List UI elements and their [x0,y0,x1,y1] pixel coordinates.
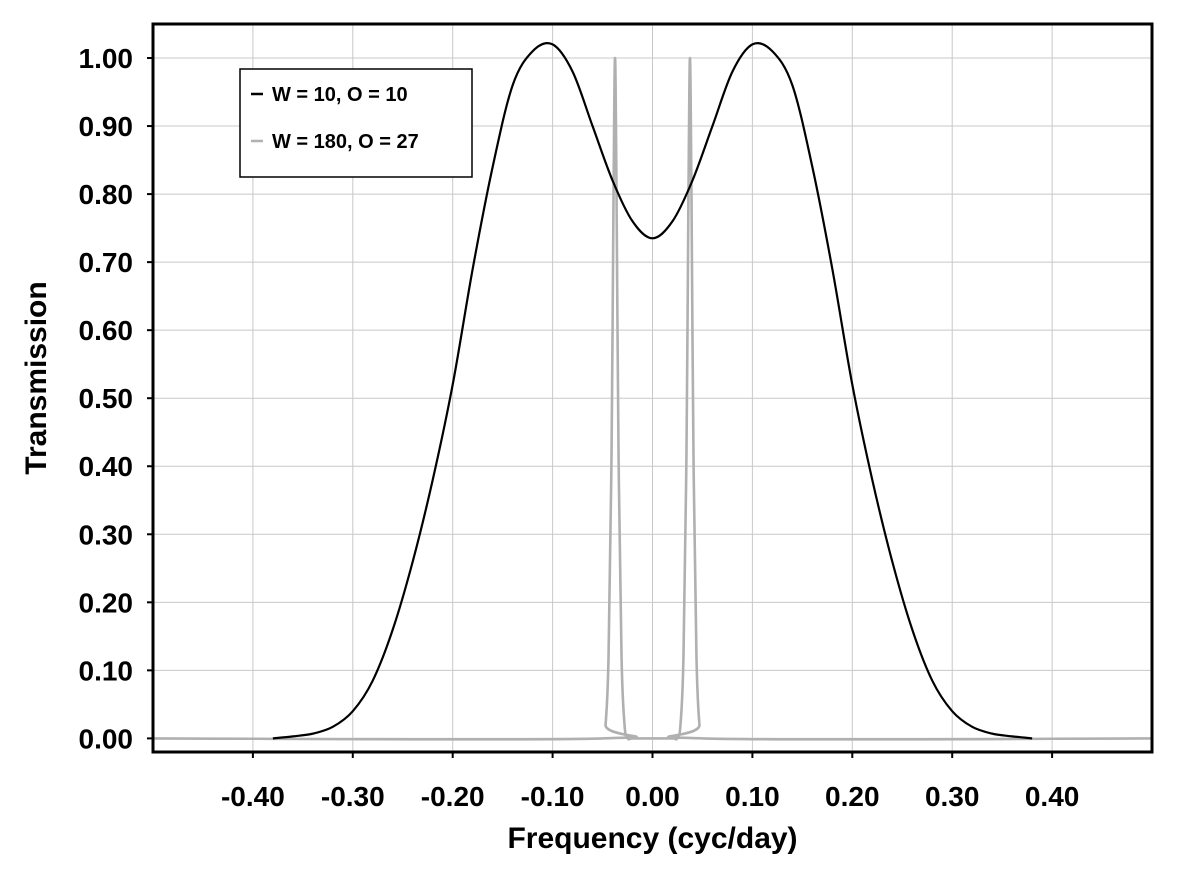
y-axis-title: Transmission [20,281,53,474]
y-tick-label: 0.00 [79,723,134,754]
grid [153,24,1152,752]
y-tick-label: 0.20 [79,587,134,618]
y-tick-label: 0.30 [79,519,134,550]
y-tick-label: 0.90 [79,111,134,142]
x-tick-label: 0.40 [1025,781,1080,812]
x-tick-label: 0.10 [725,781,780,812]
x-axis-title: Frequency (cyc/day) [507,822,797,855]
y-tick-label: 0.60 [79,315,134,346]
x-tick-label: 0.20 [825,781,880,812]
x-tick-label: 0.30 [925,781,980,812]
legend-label-series-1: W = 10, O = 10 [272,84,408,106]
series-line-1 [272,41,1033,740]
x-tick-label: -0.10 [521,781,585,812]
y-tick-label: 0.70 [79,247,134,278]
legend-label-series-2: W = 180, O = 27 [272,131,419,153]
legend: W = 10, O = 10 W = 180, O = 27 [239,68,473,178]
x-tick-label: -0.40 [221,781,285,812]
y-tick-label: 1.00 [79,43,134,74]
y-tick-label: 0.80 [79,179,134,210]
x-tick-label: -0.30 [321,781,385,812]
x-axis-ticks: -0.40 -0.30 -0.20 -0.10 0.00 0.10 0.20 0.30 0.40 [221,752,1079,812]
y-axis-ticks: 0.00 0.10 0.20 0.30 0.40 0.50 0.60 0.70 0.80 0.90… [79,43,153,754]
x-tick-label: 0.00 [625,781,680,812]
series-layer [152,41,1153,741]
legend-box [239,68,473,178]
y-tick-label: 0.50 [79,383,134,414]
y-tick-label: 0.10 [79,655,134,686]
y-tick-label: 0.40 [79,451,134,482]
series-line-2 [152,56,1153,741]
x-tick-label: -0.20 [421,781,485,812]
